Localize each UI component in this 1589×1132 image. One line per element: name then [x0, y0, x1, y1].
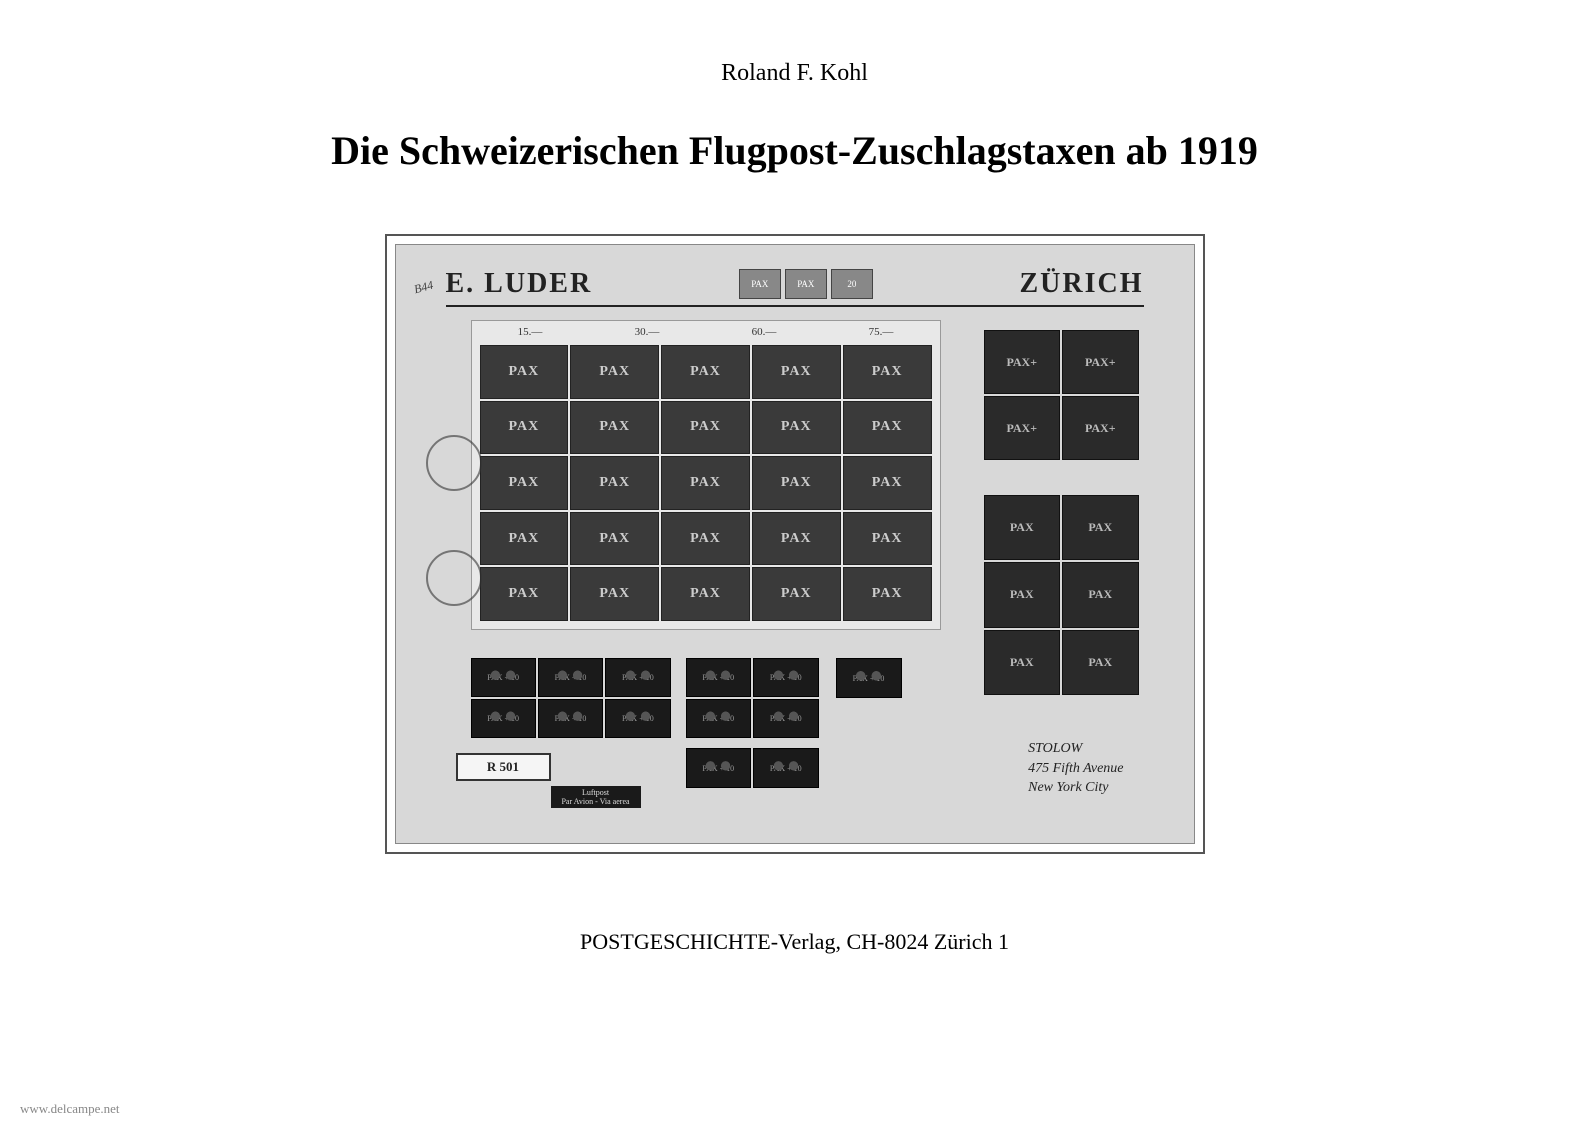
pax-stamp: PAX — [752, 345, 841, 399]
pax-plus-stamp: PAX+ — [1062, 330, 1139, 394]
pax-stamp: PAX — [480, 567, 569, 621]
pax-stamp: PAX — [570, 456, 659, 510]
pax-stamp: PAX — [661, 512, 750, 566]
pax-stamp: PAX — [661, 456, 750, 510]
pax-plus-stamp: PAX+ — [984, 396, 1061, 460]
col-header: 60.— — [752, 326, 777, 338]
pax-stamp: PAX — [752, 456, 841, 510]
portrait-stamp: PAX + 10 — [605, 699, 670, 738]
airmail-line1: Luftpost — [582, 788, 609, 797]
sheet-column-headers: 15.— 30.— 60.— 75.— — [472, 321, 940, 343]
single-portrait-stamp: PAX + 10 — [836, 658, 902, 698]
portrait-stamp: PAX + 10 — [686, 699, 752, 738]
sender-city: ZÜRICH — [1019, 268, 1143, 300]
envelope-header: E. LUDER PAX PAX 20 ZÜRICH — [446, 267, 1144, 307]
airmail-label: Luftpost Par Avion - Via aerea — [551, 786, 641, 808]
header-stamp: PAX — [785, 269, 827, 299]
right-stamp-block-upper: PAX+ PAX+ PAX+ PAX+ — [984, 330, 1139, 460]
header-stamp-row: PAX PAX 20 — [739, 269, 873, 299]
pax-stamp: PAX — [480, 456, 569, 510]
pax-stamp: PAX — [661, 567, 750, 621]
pax-stamp: PAX — [570, 567, 659, 621]
registration-label: R 501 — [456, 753, 551, 781]
address-line: STOLOW — [1028, 739, 1123, 759]
portrait-stamp: PAX + 10 — [686, 748, 752, 788]
address-line: New York City — [1028, 778, 1123, 798]
pax-plus-stamp: PAX — [1062, 630, 1139, 695]
pax-stamp: PAX — [570, 512, 659, 566]
col-header: 15.— — [518, 326, 543, 338]
pax-stamp: PAX — [843, 345, 932, 399]
portrait-stamp: PAX + 10 — [538, 699, 603, 738]
right-stamp-block-lower: PAX PAX PAX PAX PAX PAX — [984, 495, 1139, 695]
postmark-icon — [426, 550, 482, 606]
portrait-stamp: PAX + 10 — [471, 699, 536, 738]
portrait-stamp: PAX + 10 — [753, 748, 819, 788]
pax-stamp: PAX — [661, 345, 750, 399]
cover-figure-frame: B44 E. LUDER PAX PAX 20 ZÜRICH 15.— 30.—… — [385, 234, 1205, 854]
recipient-address: STOLOW 475 Fifth Avenue New York City — [1028, 739, 1123, 798]
bottom-portrait-block-1: PAX + 10 PAX + 10 PAX + 10 PAX + 10 PAX … — [471, 658, 671, 738]
portrait-stamp: PAX + 10 — [753, 699, 819, 738]
portrait-stamp: PAX + 10 — [538, 658, 603, 697]
header-stamp: 20 — [831, 269, 873, 299]
airmail-line2: Par Avion - Via aerea — [561, 797, 629, 806]
publisher-line: POSTGESCHICHTE-Verlag, CH-8024 Zürich 1 — [580, 929, 1009, 955]
pax-stamp: PAX — [843, 512, 932, 566]
portrait-stamp: PAX + 10 — [753, 658, 819, 697]
col-header: 30.— — [635, 326, 660, 338]
pax-plus-stamp: PAX — [1062, 495, 1139, 560]
postmark-icon — [426, 435, 482, 491]
pax-stamp: PAX — [752, 512, 841, 566]
pax-stamp: PAX — [480, 345, 569, 399]
pax-plus-stamp: PAX+ — [984, 330, 1061, 394]
pax-stamp: PAX — [661, 401, 750, 455]
header-stamp: PAX — [739, 269, 781, 299]
watermark-text: www.delcampe.net — [20, 1101, 120, 1117]
portrait-stamp: PAX + 10 — [836, 658, 902, 698]
address-line: 475 Fifth Avenue — [1028, 759, 1123, 779]
cover-envelope: B44 E. LUDER PAX PAX 20 ZÜRICH 15.— 30.—… — [395, 244, 1195, 844]
pax-plus-stamp: PAX+ — [1062, 396, 1139, 460]
sender-name: E. LUDER — [446, 268, 593, 300]
handwritten-note: B44 — [412, 278, 435, 297]
pax-stamp-sheet: 15.— 30.— 60.— 75.— PAX PAX PAX PAX PAX … — [471, 320, 941, 630]
portrait-stamp: PAX + 10 — [605, 658, 670, 697]
pax-stamp: PAX — [752, 567, 841, 621]
document-page: Roland F. Kohl Die Schweizerischen Flugp… — [0, 0, 1589, 1132]
bottom-portrait-block-2: PAX + 10 PAX + 10 PAX + 10 PAX + 10 — [686, 658, 819, 738]
pax-plus-stamp: PAX — [984, 562, 1061, 627]
pax-stamp: PAX — [752, 401, 841, 455]
author-name: Roland F. Kohl — [721, 60, 868, 87]
pax-plus-stamp: PAX — [984, 630, 1061, 695]
pax-stamp: PAX — [843, 401, 932, 455]
pax-stamp: PAX — [570, 345, 659, 399]
pax-stamp: PAX — [480, 512, 569, 566]
portrait-stamp: PAX + 10 — [471, 658, 536, 697]
portrait-stamp: PAX + 10 — [686, 658, 752, 697]
pax-stamp: PAX — [843, 456, 932, 510]
pax-plus-stamp: PAX — [984, 495, 1061, 560]
pax-stamp: PAX — [480, 401, 569, 455]
bottom-portrait-pair: PAX + 10 PAX + 10 — [686, 748, 819, 788]
pax-plus-stamp: PAX — [1062, 562, 1139, 627]
col-header: 75.— — [869, 326, 894, 338]
book-title: Die Schweizerischen Flugpost-Zuschlagsta… — [331, 127, 1258, 174]
pax-stamp: PAX — [843, 567, 932, 621]
pax-grid: PAX PAX PAX PAX PAX PAX PAX PAX PAX PAX … — [472, 343, 940, 629]
pax-stamp: PAX — [570, 401, 659, 455]
